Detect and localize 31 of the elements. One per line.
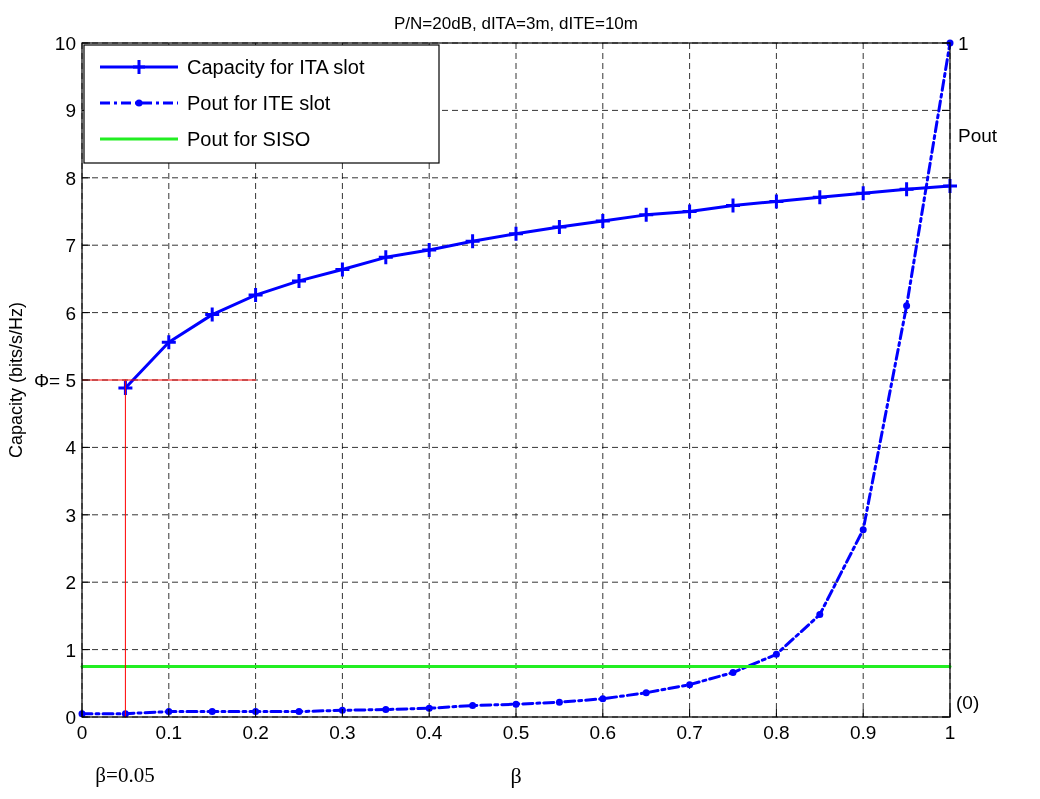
- y-tick-label: 3: [65, 504, 76, 526]
- x-tick-label: 0.9: [849, 722, 877, 743]
- x-tick-label: 0.7: [676, 722, 703, 743]
- x-tick-label: 0.6: [589, 722, 617, 743]
- y-tick-label: 10: [54, 33, 76, 54]
- text: β=0.05: [95, 763, 155, 787]
- legend-label: Pout for SISO: [187, 128, 311, 150]
- x-tick-label: 0.3: [329, 722, 356, 743]
- y-tick-label: Φ= 5: [33, 370, 76, 391]
- y-tick-label: 7: [65, 235, 76, 257]
- text: (0): [956, 692, 980, 713]
- x-tick-label: 0.4: [415, 722, 443, 743]
- y-tick-label: 0: [65, 707, 76, 728]
- y-axis-title: Capacity (bits/s/Hz): [6, 301, 26, 459]
- text: 1: [958, 33, 969, 54]
- y-tick-label: 1: [65, 639, 76, 661]
- x-tick-label: 0.5: [502, 722, 530, 743]
- y-tick-label: 9: [65, 100, 76, 122]
- legend-label: Capacity for ITA slot: [187, 56, 365, 78]
- x-tick-label: 0.8: [763, 722, 790, 743]
- y-tick-label: 6: [65, 302, 76, 324]
- x-axis-title: β: [510, 763, 522, 788]
- chart-title: P/N=20dB, dITA=3m, dITE=10m: [394, 14, 638, 33]
- y-tick-label: 8: [65, 167, 76, 189]
- x-tick-label: 1: [944, 722, 956, 743]
- legend-label: Pout for ITE slot: [187, 92, 331, 114]
- x-tick-label: 0.1: [155, 722, 183, 743]
- y-tick-label: 4: [65, 437, 77, 459]
- y-tick-label: 2: [65, 572, 76, 594]
- text: Pout: [958, 125, 998, 146]
- x-tick-label: 0.2: [242, 722, 269, 743]
